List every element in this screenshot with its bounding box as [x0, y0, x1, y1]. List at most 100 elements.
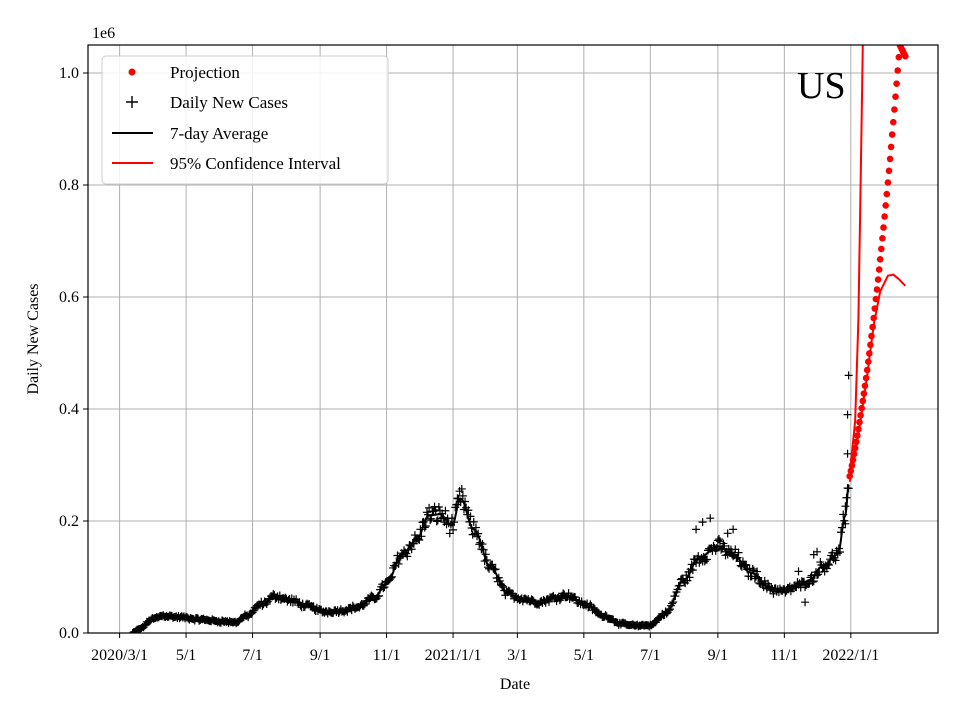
x-tick-label: 11/1	[770, 647, 798, 664]
daily-case-marker	[394, 559, 403, 568]
projection-point	[880, 224, 887, 231]
y-tick-label: 0.8	[59, 177, 79, 194]
daily-case-marker	[669, 598, 678, 607]
daily-case-marker	[407, 545, 416, 554]
daily-case-marker	[469, 517, 478, 526]
daily-case-marker	[680, 578, 689, 587]
daily-case-marker	[815, 568, 824, 577]
x-tick-label: 3/1	[507, 647, 527, 664]
projection-point	[863, 366, 871, 374]
daily-case-marker	[452, 500, 461, 509]
x-tick-label: 2022/1/1	[822, 647, 879, 664]
projection-point	[890, 118, 897, 126]
daily-case-marker	[723, 529, 732, 538]
daily-case-marker	[702, 555, 711, 564]
daily-case-marker	[380, 583, 389, 592]
x-tick-label: 5/1	[176, 647, 196, 664]
daily-case-marker	[807, 571, 816, 580]
daily-case-marker	[450, 518, 459, 527]
daily-case-marker	[426, 516, 435, 525]
daily-case-marker	[417, 532, 426, 541]
daily-case-marker	[425, 503, 434, 512]
projection-point	[869, 323, 876, 331]
projection-point	[884, 179, 892, 186]
daily-case-marker	[374, 591, 383, 600]
daily-case-marker	[404, 545, 413, 554]
x-tick-label: 5/1	[574, 647, 594, 664]
x-tick-label: 7/1	[640, 647, 660, 664]
projection-point	[888, 131, 896, 138]
daily-case-marker	[388, 572, 397, 581]
daily-case-marker	[835, 548, 844, 557]
daily-case-marker	[839, 510, 848, 519]
daily-case-marker	[416, 525, 425, 534]
daily-case-marker	[841, 502, 850, 511]
daily-case-marker	[729, 525, 738, 534]
daily-case-marker	[741, 560, 750, 569]
daily-case-marker	[729, 552, 738, 561]
plot-frame	[87, 44, 939, 634]
projection-point	[893, 80, 900, 87]
daily-case-marker	[419, 517, 428, 526]
daily-case-marker	[842, 493, 851, 502]
y-tick-label: 0.2	[59, 513, 79, 530]
projection-point	[851, 444, 859, 452]
projection-point	[848, 462, 856, 469]
x-tick-label: 2021/1/1	[425, 647, 482, 664]
ticks: 2020/3/1 5/1 7/1 9/1 11/1 2021/1/1 3/1 5/1 7/1 9/…	[59, 65, 879, 664]
projection-point	[882, 202, 889, 209]
projection-point	[858, 404, 865, 412]
daily-case-marker	[749, 566, 758, 575]
daily-case-marker	[671, 592, 680, 601]
daily-case-marker	[359, 601, 368, 610]
x-tick-label: 2020/3/1	[91, 647, 148, 664]
x-tick-label: 7/1	[242, 647, 262, 664]
legend-average-label: 7-day Average	[170, 124, 268, 143]
y-tick-label: 0.4	[59, 401, 79, 418]
daily-case-marker	[806, 573, 815, 582]
projection-point	[892, 93, 899, 100]
projection-point	[872, 295, 880, 303]
projection-point	[894, 67, 901, 74]
projection-point	[885, 167, 893, 175]
projection-point	[862, 374, 870, 382]
projection-point	[874, 276, 882, 283]
projection-point	[891, 106, 898, 113]
daily-case-marker	[748, 565, 757, 574]
daily-case-marker	[544, 597, 553, 606]
daily-case-marker	[668, 599, 677, 608]
daily-case-marker	[831, 556, 840, 565]
daily-case-marker	[479, 545, 488, 554]
daily-case-marker	[745, 564, 754, 573]
projection-point	[871, 305, 879, 312]
daily-case-marker	[420, 523, 429, 532]
projection-point	[887, 143, 895, 151]
projection-point	[873, 286, 881, 293]
x-tick-label: 9/1	[310, 647, 330, 664]
daily-case-marker	[698, 518, 707, 527]
daily-case-marker	[837, 528, 846, 537]
daily-case-marker	[555, 596, 564, 605]
daily-case-marker	[825, 560, 834, 569]
legend-projection-label: Projection	[170, 63, 240, 82]
projection-point	[878, 245, 885, 253]
daily-case-marker	[706, 514, 715, 523]
daily-case-marker	[432, 517, 441, 526]
ci-upper-line	[848, 45, 864, 477]
projection-point	[857, 412, 864, 419]
daily-case-marker	[395, 554, 404, 563]
daily-case-marker	[445, 529, 454, 538]
daily-case-marker	[424, 510, 432, 519]
daily-case-marker	[750, 574, 759, 583]
x-tick-label: 9/1	[708, 647, 728, 664]
daily-case-marker	[488, 560, 497, 569]
projection-point	[876, 255, 884, 263]
daily-case-marker	[463, 510, 472, 519]
daily-case-marker	[675, 581, 684, 590]
daily-case-marker	[688, 566, 697, 575]
daily-case-marker	[809, 577, 818, 586]
daily-case-marker	[828, 548, 837, 557]
projection-point	[856, 418, 863, 426]
projection-point	[865, 358, 872, 366]
daily-case-marker	[720, 541, 729, 550]
